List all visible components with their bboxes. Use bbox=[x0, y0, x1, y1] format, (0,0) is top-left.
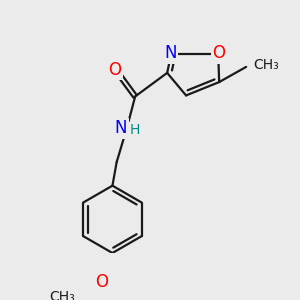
Text: N: N bbox=[115, 119, 127, 137]
Text: CH₃: CH₃ bbox=[49, 290, 75, 300]
Text: O: O bbox=[109, 61, 122, 79]
Text: N: N bbox=[164, 44, 176, 62]
Text: H: H bbox=[129, 123, 140, 137]
Text: CH₃: CH₃ bbox=[253, 58, 279, 72]
Text: O: O bbox=[95, 273, 108, 291]
Text: O: O bbox=[213, 44, 226, 62]
